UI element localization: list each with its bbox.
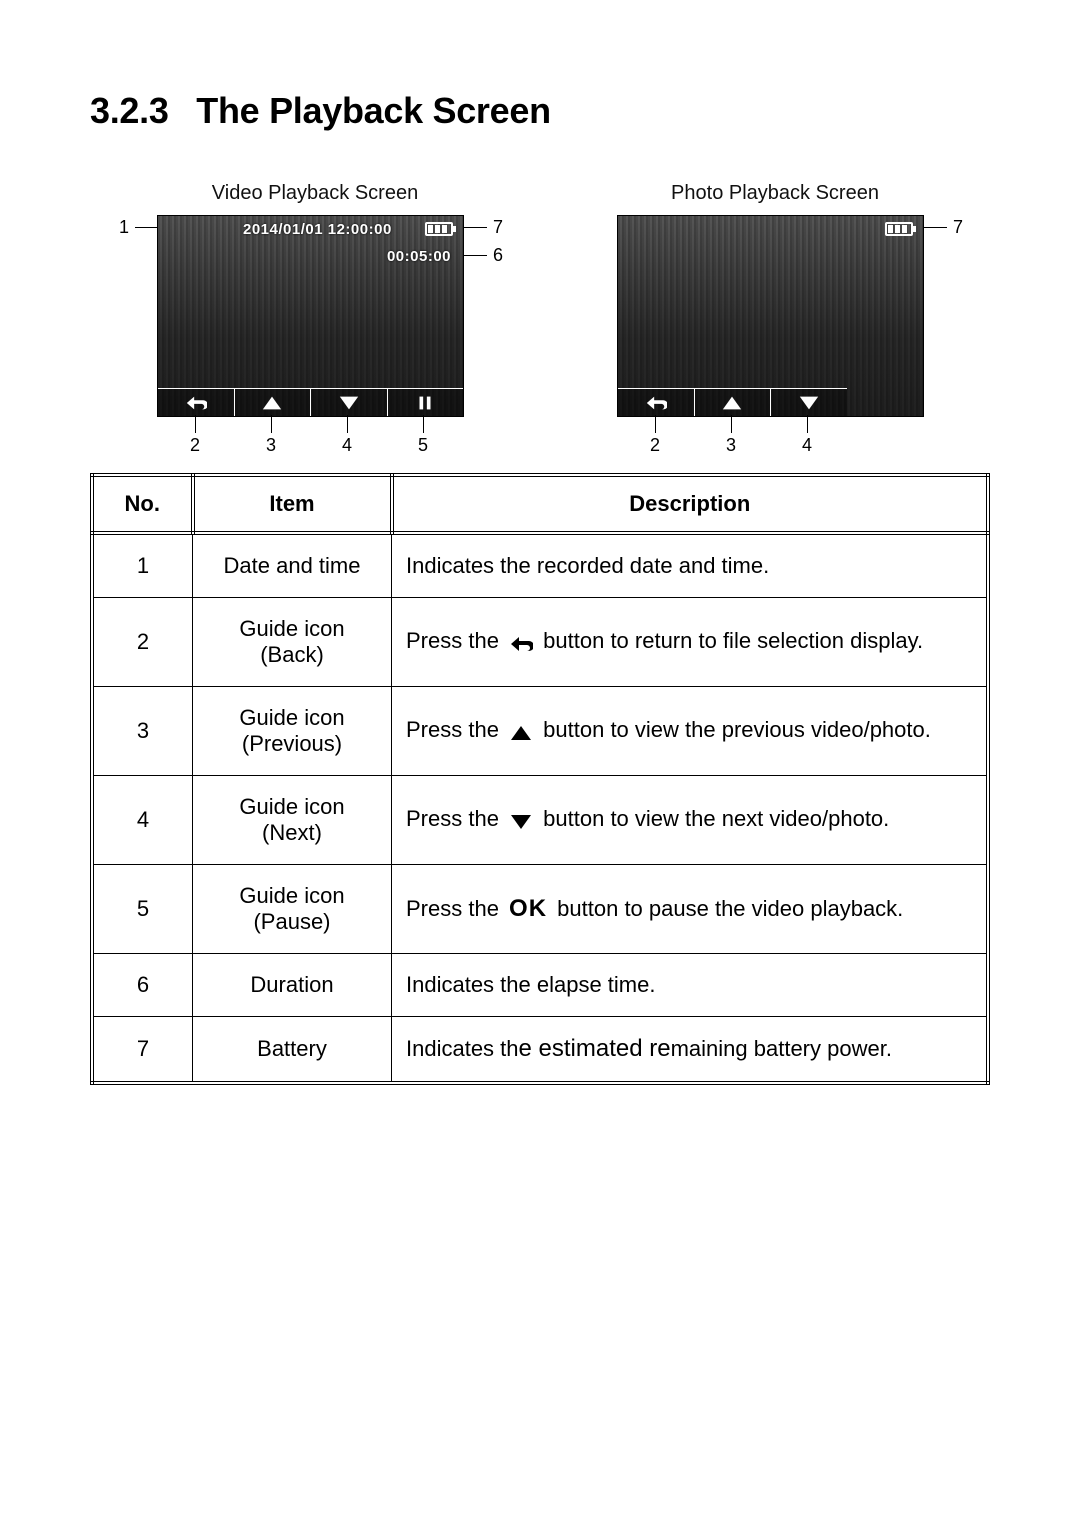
up-triangle-icon <box>235 388 312 416</box>
cell-item: Date and time <box>193 533 392 598</box>
cell-no: 1 <box>92 533 193 598</box>
figure-caption-video: Video Playback Screen <box>212 182 418 205</box>
section-number: 3.2.3 <box>90 90 169 131</box>
ok-icon: OK <box>509 895 547 922</box>
cell-desc: Press the button to view the previous vi… <box>392 687 989 776</box>
callout-3: 3 <box>266 435 276 456</box>
cell-no: 2 <box>92 598 193 687</box>
video-toolbar <box>158 388 463 416</box>
cell-item: Guide icon(Next) <box>193 776 392 865</box>
table-row: 5Guide icon(Pause)Press the OK button to… <box>92 865 988 954</box>
cell-desc: Indicates the elapse time. <box>392 954 989 1017</box>
down-triangle-icon <box>509 808 533 834</box>
cell-desc: Press the button to return to file selec… <box>392 598 989 687</box>
callout-2: 2 <box>190 435 200 456</box>
battery-icon <box>885 222 913 236</box>
cell-no: 3 <box>92 687 193 776</box>
pause-icon <box>388 388 464 416</box>
up-triangle-icon <box>695 388 772 416</box>
callout-6: 6 <box>493 245 503 266</box>
table-row: 6DurationIndicates the elapse time. <box>92 954 988 1017</box>
video-screen: 2014/01/01 12:00:00 00:05:00 <box>157 215 464 417</box>
cell-desc: Indicates the estimated remaining batter… <box>392 1017 989 1084</box>
cell-no: 5 <box>92 865 193 954</box>
back-icon <box>509 630 533 656</box>
table-row: 7BatteryIndicates the estimated remainin… <box>92 1017 988 1084</box>
callout-2p: 2 <box>650 435 660 456</box>
cell-no: 6 <box>92 954 193 1017</box>
section-heading: 3.2.3 The Playback Screen <box>90 90 990 132</box>
table-row: 4Guide icon(Next)Press the button to vie… <box>92 776 988 865</box>
cell-no: 4 <box>92 776 193 865</box>
table-row: 1Date and timeIndicates the recorded dat… <box>92 533 988 598</box>
cell-desc: Indicates the recorded date and time. <box>392 533 989 598</box>
col-desc: Description <box>392 475 989 533</box>
photo-toolbar <box>618 388 847 416</box>
callout-4: 4 <box>342 435 352 456</box>
duration-overlay: 00:05:00 <box>387 248 451 265</box>
callout-7p: 7 <box>953 217 963 238</box>
cell-desc: Press the button to view the next video/… <box>392 776 989 865</box>
cell-item: Duration <box>193 954 392 1017</box>
battery-icon <box>425 222 453 236</box>
callout-1: 1 <box>119 217 129 238</box>
up-triangle-icon <box>509 719 533 745</box>
col-item: Item <box>193 475 392 533</box>
col-no: No. <box>92 475 193 533</box>
callout-5: 5 <box>418 435 428 456</box>
table-row: 2Guide icon(Back)Press the button to ret… <box>92 598 988 687</box>
description-table: No. Item Description 1Date and timeIndic… <box>90 473 990 1085</box>
figure-video: Video Playback Screen 2014/01/01 12:00:0… <box>100 182 530 417</box>
cell-item: Guide icon(Back) <box>193 598 392 687</box>
section-title: The Playback Screen <box>196 90 551 131</box>
cell-desc: Press the OK button to pause the video p… <box>392 865 989 954</box>
figure-caption-photo: Photo Playback Screen <box>671 182 879 205</box>
cell-item: Guide icon(Pause) <box>193 865 392 954</box>
datetime-overlay: 2014/01/01 12:00:00 <box>243 221 392 238</box>
cell-item: Guide icon(Previous) <box>193 687 392 776</box>
back-icon <box>618 388 695 416</box>
cell-item: Battery <box>193 1017 392 1084</box>
down-triangle-icon <box>771 388 847 416</box>
callout-7: 7 <box>493 217 503 238</box>
back-icon <box>158 388 235 416</box>
cell-no: 7 <box>92 1017 193 1084</box>
figure-photo: Photo Playback Screen <box>560 182 990 417</box>
photo-screen <box>617 215 924 417</box>
callout-4p: 4 <box>802 435 812 456</box>
table-row: 3Guide icon(Previous)Press the button to… <box>92 687 988 776</box>
figure-row: Video Playback Screen 2014/01/01 12:00:0… <box>100 182 990 417</box>
down-triangle-icon <box>311 388 388 416</box>
callout-3p: 3 <box>726 435 736 456</box>
